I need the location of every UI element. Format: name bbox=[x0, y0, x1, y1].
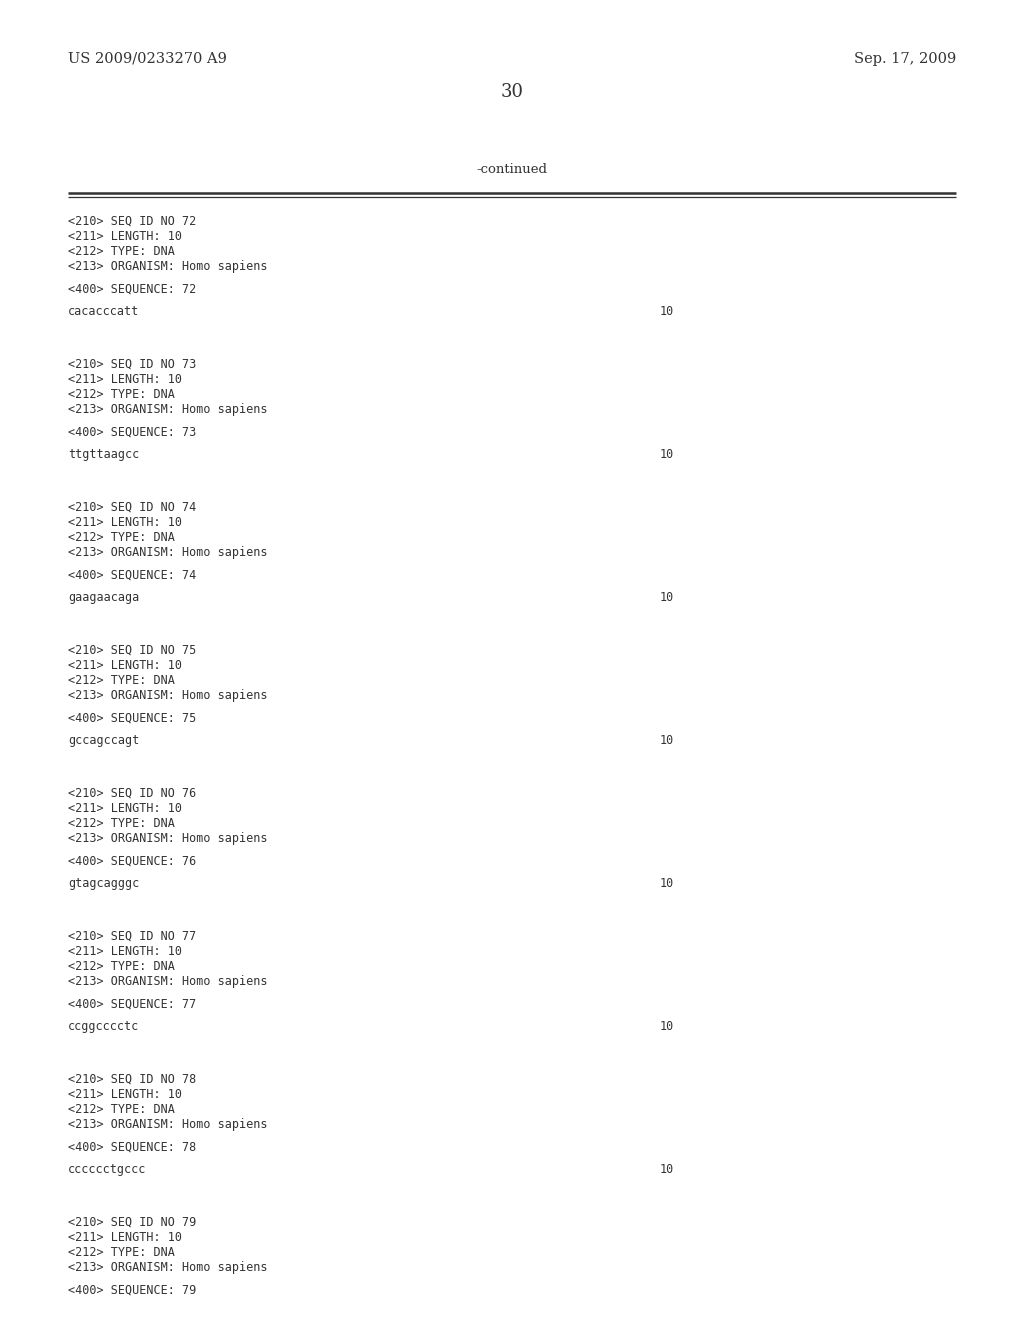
Text: <213> ORGANISM: Homo sapiens: <213> ORGANISM: Homo sapiens bbox=[68, 1261, 267, 1274]
Text: <400> SEQUENCE: 74: <400> SEQUENCE: 74 bbox=[68, 569, 197, 582]
Text: <400> SEQUENCE: 78: <400> SEQUENCE: 78 bbox=[68, 1140, 197, 1154]
Text: ttgttaagcc: ttgttaagcc bbox=[68, 447, 139, 461]
Text: <211> LENGTH: 10: <211> LENGTH: 10 bbox=[68, 516, 182, 529]
Text: 10: 10 bbox=[660, 734, 674, 747]
Text: <210> SEQ ID NO 77: <210> SEQ ID NO 77 bbox=[68, 931, 197, 942]
Text: -continued: -continued bbox=[476, 162, 548, 176]
Text: 10: 10 bbox=[660, 1020, 674, 1034]
Text: <212> TYPE: DNA: <212> TYPE: DNA bbox=[68, 531, 175, 544]
Text: <213> ORGANISM: Homo sapiens: <213> ORGANISM: Homo sapiens bbox=[68, 546, 267, 558]
Text: <213> ORGANISM: Homo sapiens: <213> ORGANISM: Homo sapiens bbox=[68, 832, 267, 845]
Text: 10: 10 bbox=[660, 876, 674, 890]
Text: cacacccatt: cacacccatt bbox=[68, 305, 139, 318]
Text: Sep. 17, 2009: Sep. 17, 2009 bbox=[854, 51, 956, 66]
Text: <211> LENGTH: 10: <211> LENGTH: 10 bbox=[68, 374, 182, 385]
Text: <211> LENGTH: 10: <211> LENGTH: 10 bbox=[68, 1088, 182, 1101]
Text: gtagcagggc: gtagcagggc bbox=[68, 876, 139, 890]
Text: 10: 10 bbox=[660, 447, 674, 461]
Text: <213> ORGANISM: Homo sapiens: <213> ORGANISM: Homo sapiens bbox=[68, 975, 267, 987]
Text: <212> TYPE: DNA: <212> TYPE: DNA bbox=[68, 1104, 175, 1115]
Text: 10: 10 bbox=[660, 591, 674, 605]
Text: <213> ORGANISM: Homo sapiens: <213> ORGANISM: Homo sapiens bbox=[68, 1118, 267, 1131]
Text: <400> SEQUENCE: 79: <400> SEQUENCE: 79 bbox=[68, 1284, 197, 1298]
Text: gccagccagt: gccagccagt bbox=[68, 734, 139, 747]
Text: <212> TYPE: DNA: <212> TYPE: DNA bbox=[68, 960, 175, 973]
Text: 10: 10 bbox=[660, 305, 674, 318]
Text: <211> LENGTH: 10: <211> LENGTH: 10 bbox=[68, 659, 182, 672]
Text: <400> SEQUENCE: 75: <400> SEQUENCE: 75 bbox=[68, 711, 197, 725]
Text: <213> ORGANISM: Homo sapiens: <213> ORGANISM: Homo sapiens bbox=[68, 689, 267, 702]
Text: gaagaacaga: gaagaacaga bbox=[68, 591, 139, 605]
Text: <400> SEQUENCE: 72: <400> SEQUENCE: 72 bbox=[68, 282, 197, 296]
Text: <210> SEQ ID NO 73: <210> SEQ ID NO 73 bbox=[68, 358, 197, 371]
Text: 30: 30 bbox=[501, 83, 523, 102]
Text: <210> SEQ ID NO 72: <210> SEQ ID NO 72 bbox=[68, 215, 197, 228]
Text: <211> LENGTH: 10: <211> LENGTH: 10 bbox=[68, 1232, 182, 1243]
Text: <400> SEQUENCE: 73: <400> SEQUENCE: 73 bbox=[68, 426, 197, 440]
Text: <212> TYPE: DNA: <212> TYPE: DNA bbox=[68, 246, 175, 257]
Text: <400> SEQUENCE: 77: <400> SEQUENCE: 77 bbox=[68, 998, 197, 1011]
Text: <213> ORGANISM: Homo sapiens: <213> ORGANISM: Homo sapiens bbox=[68, 260, 267, 273]
Text: <210> SEQ ID NO 78: <210> SEQ ID NO 78 bbox=[68, 1073, 197, 1086]
Text: <210> SEQ ID NO 75: <210> SEQ ID NO 75 bbox=[68, 644, 197, 657]
Text: <212> TYPE: DNA: <212> TYPE: DNA bbox=[68, 675, 175, 686]
Text: <210> SEQ ID NO 74: <210> SEQ ID NO 74 bbox=[68, 502, 197, 513]
Text: <212> TYPE: DNA: <212> TYPE: DNA bbox=[68, 388, 175, 401]
Text: <211> LENGTH: 10: <211> LENGTH: 10 bbox=[68, 803, 182, 814]
Text: <211> LENGTH: 10: <211> LENGTH: 10 bbox=[68, 945, 182, 958]
Text: US 2009/0233270 A9: US 2009/0233270 A9 bbox=[68, 51, 227, 66]
Text: <400> SEQUENCE: 76: <400> SEQUENCE: 76 bbox=[68, 855, 197, 869]
Text: <210> SEQ ID NO 76: <210> SEQ ID NO 76 bbox=[68, 787, 197, 800]
Text: 10: 10 bbox=[660, 1163, 674, 1176]
Text: <212> TYPE: DNA: <212> TYPE: DNA bbox=[68, 817, 175, 830]
Text: <211> LENGTH: 10: <211> LENGTH: 10 bbox=[68, 230, 182, 243]
Text: cccccctgccc: cccccctgccc bbox=[68, 1163, 146, 1176]
Text: <212> TYPE: DNA: <212> TYPE: DNA bbox=[68, 1246, 175, 1259]
Text: ccggcccctc: ccggcccctc bbox=[68, 1020, 139, 1034]
Text: <213> ORGANISM: Homo sapiens: <213> ORGANISM: Homo sapiens bbox=[68, 403, 267, 416]
Text: <210> SEQ ID NO 79: <210> SEQ ID NO 79 bbox=[68, 1216, 197, 1229]
